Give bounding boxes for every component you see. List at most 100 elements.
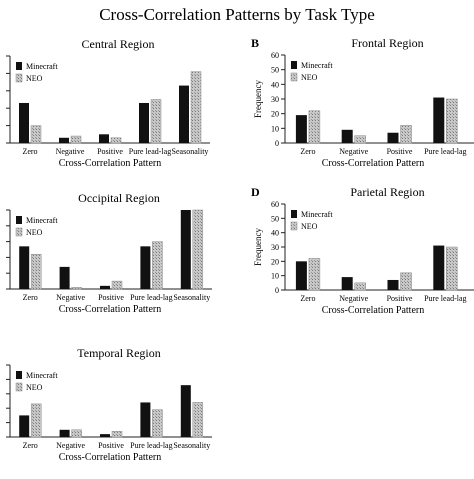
x-tick-label: Positive xyxy=(98,293,124,302)
legend-label-minecraft: Minecraft xyxy=(301,210,333,219)
y-tick-label: 20 xyxy=(271,110,279,119)
chart-panel-frontal-region: Frontal Region B 0 10 20 30 40 50 60 Frequency Zer… xyxy=(251,36,474,169)
bar-minecraft-pure-lead-lag xyxy=(140,402,151,437)
legend-label-minecraft: Minecraft xyxy=(26,62,58,71)
bar-neo-seasonality xyxy=(192,209,204,290)
chart-title: Temporal Region xyxy=(77,346,160,360)
bar-minecraft-seasonality xyxy=(180,385,191,437)
y-axis-label: Frequency xyxy=(253,228,263,266)
bar-minecraft-positive xyxy=(387,279,399,290)
legend-swatch-minecraft xyxy=(291,61,297,69)
bar-minecraft-positive xyxy=(100,285,110,289)
chart-panel-temporal-region: Temporal Region Zero Negative Positive Pure … xyxy=(6,346,212,463)
bar-neo-positive xyxy=(111,280,123,290)
panel-letter: B xyxy=(251,36,259,50)
legend-swatch-neo xyxy=(290,221,298,231)
bar-neo-pure-lead-lag xyxy=(446,98,458,144)
legend-label-neo: NEO xyxy=(26,383,43,392)
bar-minecraft-negative xyxy=(59,137,69,143)
y-axis-label: Frequency xyxy=(253,80,263,118)
y-tick-label: 40 xyxy=(271,229,279,238)
bar-neo-pure-lead-lag xyxy=(152,409,163,438)
bar-minecraft-pure-lead-lag xyxy=(433,97,445,143)
y-tick-label: 10 xyxy=(271,124,279,133)
bar-minecraft-zero xyxy=(295,115,307,143)
x-tick-label: Positive xyxy=(387,294,413,303)
legend-swatch-minecraft xyxy=(16,62,22,70)
bar-neo-zero xyxy=(30,125,42,144)
x-tick-label: Pure lead-lag xyxy=(424,147,466,156)
bar-neo-negative xyxy=(71,287,82,290)
x-axis-label: Cross-Correlation Pattern xyxy=(59,452,161,463)
y-tick-label: 0 xyxy=(275,286,279,295)
bar-neo-negative xyxy=(354,135,366,144)
bar-neo-pure-lead-lag xyxy=(152,241,163,290)
bar-minecraft-zero xyxy=(19,246,30,289)
chart-title: Occipital Region xyxy=(78,191,160,205)
chart-panels: Central Region Zero Negative Positive Pure l… xyxy=(6,36,474,463)
bar-minecraft-zero xyxy=(295,261,307,290)
x-tick-label: Zero xyxy=(300,294,315,303)
bar-neo-zero xyxy=(308,258,321,291)
legend-label-neo: NEO xyxy=(26,228,43,237)
bar-neo-zero xyxy=(30,403,42,438)
legend-swatch-minecraft xyxy=(16,216,22,224)
y-tick-label: 30 xyxy=(271,95,279,104)
y-tick-label: 50 xyxy=(271,66,279,75)
y-tick-label: 50 xyxy=(271,214,279,223)
x-tick-label: Negative xyxy=(339,147,368,156)
y-tick-label: 30 xyxy=(271,243,279,252)
chart-title: Central Region xyxy=(82,37,155,51)
chart-panel-parietal-region: Parietal Region D 0 10 20 30 40 50 60 Frequency Ze… xyxy=(251,185,474,316)
x-axis-label: Cross-Correlation Pattern xyxy=(59,304,161,315)
bar-minecraft-pure-lead-lag xyxy=(139,102,149,143)
bar-minecraft-negative xyxy=(59,429,70,437)
legend-swatch-minecraft xyxy=(291,210,297,218)
bar-neo-negative xyxy=(71,429,82,438)
bar-minecraft-negative xyxy=(341,129,353,143)
chart-panel-central-region: Central Region Zero Negative Positive Pure l… xyxy=(6,37,210,169)
bar-neo-negative xyxy=(354,282,366,291)
bar-neo-positive xyxy=(400,272,412,291)
legend-swatch-minecraft xyxy=(16,371,22,379)
x-tick-label: Zero xyxy=(22,147,37,156)
legend-label-neo: NEO xyxy=(301,73,318,82)
y-tick-label: 40 xyxy=(271,80,279,89)
chart-title: Frontal Region xyxy=(351,36,423,50)
x-tick-label: Negative xyxy=(56,441,85,450)
bar-neo-negative xyxy=(70,135,82,144)
bar-neo-positive xyxy=(400,125,412,144)
bar-neo-zero xyxy=(30,253,42,290)
legend-swatch-neo xyxy=(15,73,23,83)
x-tick-label: Pure lead-lag xyxy=(130,441,172,450)
bar-minecraft-zero xyxy=(19,415,30,437)
x-tick-label: Zero xyxy=(300,147,315,156)
legend-swatch-neo xyxy=(15,382,23,392)
x-tick-label: Positive xyxy=(97,147,123,156)
legend-label-neo: NEO xyxy=(301,222,318,231)
x-axis-label: Cross-Correlation Pattern xyxy=(322,305,424,316)
bar-minecraft-positive xyxy=(387,132,399,143)
bar-minecraft-pure-lead-lag xyxy=(433,245,445,290)
bar-minecraft-positive xyxy=(100,434,110,437)
bar-minecraft-positive xyxy=(99,134,109,143)
legend-swatch-neo xyxy=(15,227,23,237)
x-tick-label: Seasonality xyxy=(173,441,210,450)
x-tick-label: Negative xyxy=(56,293,85,302)
x-tick-label: Pure lead-lag xyxy=(424,294,466,303)
bar-minecraft-negative xyxy=(341,277,353,290)
x-tick-label: Pure lead-lag xyxy=(129,147,171,156)
legend-label-minecraft: Minecraft xyxy=(26,216,58,225)
chart-title: Parietal Region xyxy=(350,185,424,199)
x-tick-label: Negative xyxy=(56,147,85,156)
bar-neo-seasonality xyxy=(192,402,204,438)
x-axis-label: Cross-Correlation Pattern xyxy=(322,158,424,169)
x-tick-label: Pure lead-lag xyxy=(130,293,172,302)
legend-label-neo: NEO xyxy=(26,74,43,83)
x-tick-label: Positive xyxy=(387,147,413,156)
bar-neo-positive xyxy=(111,430,123,438)
x-tick-label: Zero xyxy=(23,293,38,302)
y-tick-label: 60 xyxy=(271,51,279,60)
legend-label-minecraft: Minecraft xyxy=(26,371,58,380)
